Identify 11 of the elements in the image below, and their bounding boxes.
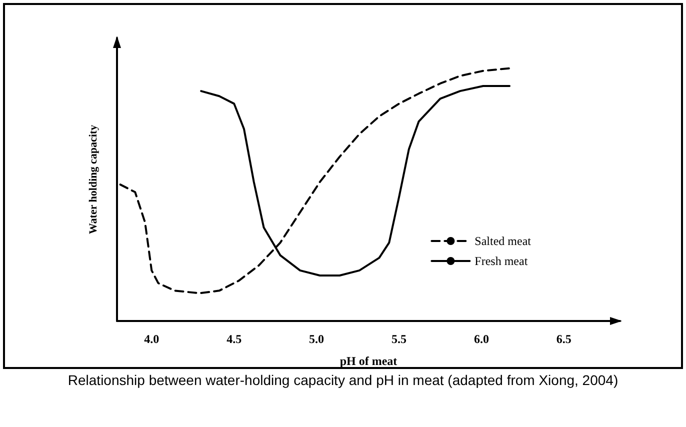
legend-label: Fresh meat (474, 254, 528, 268)
y-axis-title: Water holding capacity (88, 124, 100, 234)
legend-label: Salted meat (474, 234, 532, 248)
x-tick-label: 5.0 (309, 332, 324, 346)
x-tick-label: 4.0 (144, 332, 160, 346)
x-tick-label: 4.5 (226, 332, 242, 346)
x-tick-label: 5.5 (392, 332, 407, 346)
x-tick-label: 6.0 (474, 332, 489, 346)
x-axis-title: pH of meat (340, 354, 398, 368)
x-tick-label: 6.5 (556, 332, 572, 346)
text: Relationship between water-holding capacity and pH in meat (adapted from Xiong, 2004) (66, 372, 620, 388)
